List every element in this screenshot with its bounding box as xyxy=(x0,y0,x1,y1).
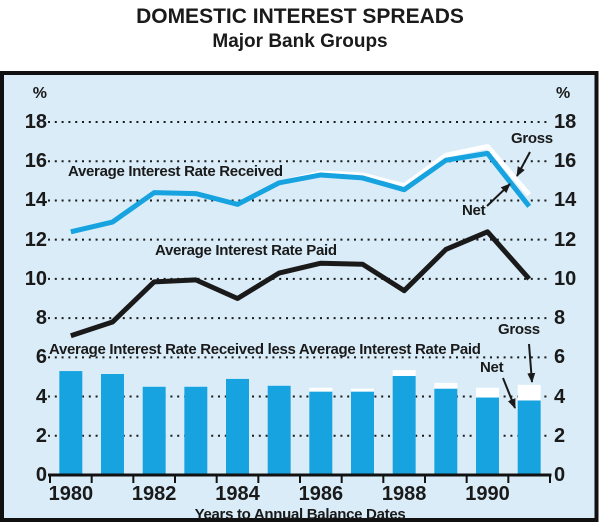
line-received_net xyxy=(70,150,532,235)
x-axis-year-label-1980: 1980 xyxy=(48,483,94,505)
annotation-net-bar: Net xyxy=(480,359,504,376)
y-axis-label-right-14: 14 xyxy=(554,189,577,212)
x-axis-year-label-1990: 1990 xyxy=(465,483,510,505)
y-axis-label-right-6: 6 xyxy=(554,346,566,369)
arrow-gross-line xyxy=(516,151,531,177)
bar-spread_net-1980 xyxy=(59,371,83,475)
x-axis-year-label-1988: 1988 xyxy=(381,483,427,505)
y-axis-label-left-18: 18 xyxy=(24,111,47,134)
y-axis-label-right-18: 18 xyxy=(554,111,577,134)
x-axis-year-label-1982: 1982 xyxy=(131,483,177,505)
chart-title: DOMESTIC INTEREST SPREADS xyxy=(136,5,464,28)
bar-spread_net-1986 xyxy=(309,391,333,475)
x-axis-year-label-1986: 1986 xyxy=(298,483,344,505)
y-axis-label-right-16: 16 xyxy=(554,150,577,173)
series-label-spread: Average Interest Rate Received less Aver… xyxy=(49,341,481,358)
y-axis-unit-right: % xyxy=(556,85,571,102)
y-axis-label-left-8: 8 xyxy=(35,307,47,330)
y-axis-label-left-16: 16 xyxy=(24,150,47,173)
x-axis-year-label-1984: 1984 xyxy=(215,483,260,505)
series-label-paid: Average Interest Rate Paid xyxy=(155,242,337,259)
bar-spread_net-1987 xyxy=(351,391,374,475)
y-axis-label-right-8: 8 xyxy=(554,307,566,330)
y-axis-label-right-10: 10 xyxy=(554,267,577,290)
bar-spread_net-1990 xyxy=(476,397,499,475)
arrow-net-bar xyxy=(502,377,516,409)
arrow-net-line xyxy=(486,183,511,207)
bar-spread_net-1981 xyxy=(101,374,124,475)
y-axis-label-right-0: 0 xyxy=(554,464,566,486)
bar-spread_net-1991 xyxy=(517,400,541,475)
y-axis-label-right-12: 12 xyxy=(554,228,577,251)
line-paid xyxy=(70,229,532,339)
y-axis-unit-left: % xyxy=(32,85,47,102)
bar-spread_net-1983 xyxy=(184,386,208,475)
bar-spread_net-1989 xyxy=(434,388,458,475)
bar-spread_net-1985 xyxy=(267,385,291,475)
chart-header: DOMESTIC INTEREST SPREADS Major Bank Gro… xyxy=(0,0,600,53)
y-axis-label-right-2: 2 xyxy=(554,424,566,447)
y-axis-label-left-0: 0 xyxy=(35,464,47,486)
bar-spread_net-1984 xyxy=(226,378,249,475)
annotation-net-line: Net xyxy=(462,202,486,219)
chart-subtitle: Major Bank Groups xyxy=(212,31,388,52)
y-axis-label-left-2: 2 xyxy=(35,424,47,447)
y-axis-label-left-10: 10 xyxy=(24,267,47,290)
y-axis-label-left-6: 6 xyxy=(35,346,47,369)
y-axis-label-right-4: 4 xyxy=(554,385,566,408)
bar-spread_net-1988 xyxy=(392,375,416,475)
annotation-gross-line: Gross xyxy=(511,130,553,147)
y-axis-label-left-12: 12 xyxy=(24,228,47,251)
annotation-gross-bar: Gross xyxy=(498,321,540,338)
plot-area xyxy=(0,71,599,522)
y-axis-label-left-14: 14 xyxy=(24,189,47,212)
x-axis-title: Years to Annual Balance Dates xyxy=(194,506,406,523)
arrow-gross-bar xyxy=(527,343,536,383)
bar-spread_net-1982 xyxy=(142,386,166,475)
y-axis-label-left-4: 4 xyxy=(35,385,47,408)
series-label-received: Average Interest Rate Received xyxy=(68,163,283,180)
